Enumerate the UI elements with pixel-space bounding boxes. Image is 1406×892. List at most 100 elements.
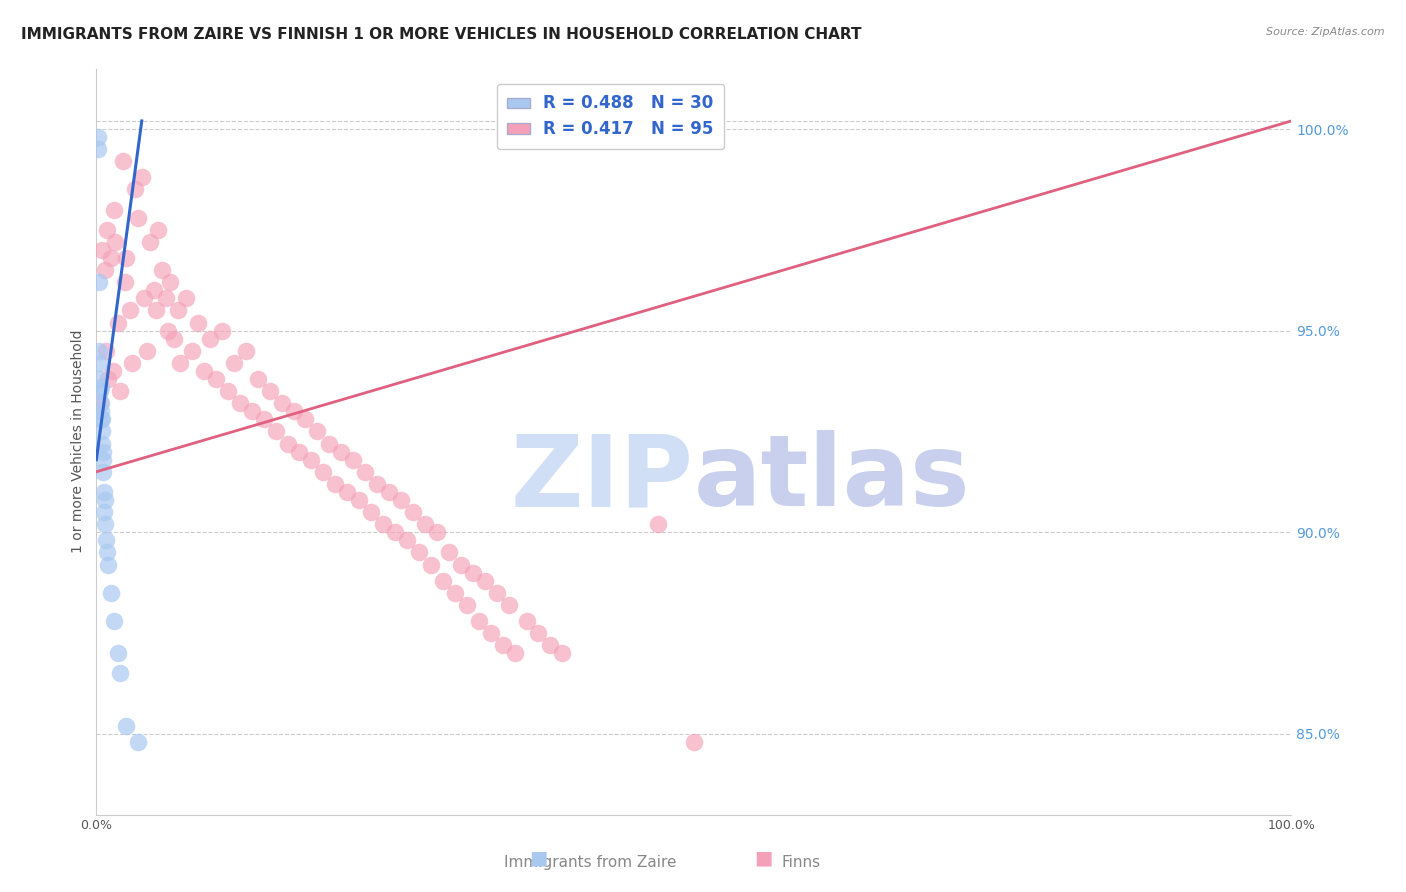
Point bbox=[551, 646, 574, 660]
Point bbox=[174, 292, 197, 306]
Point bbox=[115, 251, 138, 265]
Point bbox=[389, 493, 412, 508]
Point bbox=[89, 343, 111, 358]
Text: IMMIGRANTS FROM ZAIRE VS FINNISH 1 OR MORE VEHICLES IN HOUSEHOLD CORRELATION CHA: IMMIGRANTS FROM ZAIRE VS FINNISH 1 OR MO… bbox=[21, 27, 862, 42]
Point bbox=[150, 263, 173, 277]
Point bbox=[94, 517, 117, 532]
Point bbox=[360, 505, 382, 519]
Point bbox=[474, 574, 496, 588]
Point bbox=[96, 545, 118, 559]
Point bbox=[294, 412, 316, 426]
Point bbox=[93, 263, 115, 277]
Point bbox=[240, 404, 263, 418]
Point bbox=[336, 484, 359, 499]
Point bbox=[166, 303, 188, 318]
Point bbox=[277, 436, 299, 450]
Point bbox=[127, 211, 149, 225]
Point bbox=[110, 666, 132, 681]
Point bbox=[259, 384, 281, 398]
Text: atlas: atlas bbox=[693, 430, 970, 527]
Y-axis label: 1 or more Vehicles in Household: 1 or more Vehicles in Household bbox=[72, 330, 86, 553]
Point bbox=[396, 533, 419, 548]
Point bbox=[538, 638, 561, 652]
Point bbox=[426, 525, 449, 540]
Point bbox=[264, 425, 287, 439]
Point bbox=[312, 465, 335, 479]
Point bbox=[93, 505, 115, 519]
Point bbox=[91, 243, 114, 257]
Point bbox=[498, 598, 520, 612]
Point bbox=[283, 404, 305, 418]
Point bbox=[127, 735, 149, 749]
Point bbox=[461, 566, 484, 580]
Point bbox=[118, 303, 141, 318]
Point bbox=[373, 517, 395, 532]
Point bbox=[157, 324, 180, 338]
Text: ZIP: ZIP bbox=[510, 430, 693, 527]
Point bbox=[94, 343, 117, 358]
Point bbox=[101, 364, 124, 378]
Text: Immigrants from Zaire: Immigrants from Zaire bbox=[505, 855, 676, 870]
Point bbox=[437, 545, 460, 559]
Point bbox=[211, 324, 233, 338]
Point bbox=[198, 332, 221, 346]
Point bbox=[479, 626, 502, 640]
Point bbox=[139, 235, 162, 249]
Point bbox=[229, 396, 252, 410]
Legend: R = 0.488   N = 30, R = 0.417   N = 95: R = 0.488 N = 30, R = 0.417 N = 95 bbox=[496, 84, 724, 149]
Point bbox=[90, 412, 112, 426]
Point bbox=[115, 719, 138, 733]
Point bbox=[342, 452, 364, 467]
Point bbox=[163, 332, 186, 346]
Point bbox=[121, 356, 143, 370]
Point bbox=[349, 493, 371, 508]
Point bbox=[647, 517, 669, 532]
Point bbox=[100, 251, 122, 265]
Point bbox=[135, 343, 157, 358]
Point bbox=[89, 356, 111, 370]
Point bbox=[100, 586, 122, 600]
Point bbox=[235, 343, 257, 358]
Point bbox=[90, 396, 112, 410]
Point bbox=[384, 525, 406, 540]
Point bbox=[93, 493, 115, 508]
Text: ■: ■ bbox=[754, 848, 773, 867]
Point bbox=[89, 384, 111, 398]
Point bbox=[354, 465, 377, 479]
Point bbox=[402, 505, 425, 519]
Point bbox=[148, 223, 170, 237]
Point bbox=[503, 646, 526, 660]
Point bbox=[134, 292, 156, 306]
Point bbox=[155, 292, 177, 306]
Point bbox=[91, 412, 114, 426]
Point bbox=[110, 384, 132, 398]
Point bbox=[222, 356, 245, 370]
Text: ■: ■ bbox=[529, 848, 548, 867]
Point bbox=[87, 275, 110, 289]
Point bbox=[432, 574, 454, 588]
Point bbox=[124, 182, 146, 196]
Text: Source: ZipAtlas.com: Source: ZipAtlas.com bbox=[1267, 27, 1385, 37]
Point bbox=[91, 465, 114, 479]
Point bbox=[444, 586, 467, 600]
Point bbox=[96, 223, 118, 237]
Point bbox=[93, 484, 115, 499]
Point bbox=[492, 638, 515, 652]
Point bbox=[408, 545, 430, 559]
Point bbox=[325, 476, 347, 491]
Point bbox=[253, 412, 276, 426]
Text: Finns: Finns bbox=[782, 855, 821, 870]
Point bbox=[107, 316, 129, 330]
Point bbox=[270, 396, 292, 410]
Point bbox=[330, 444, 353, 458]
Point bbox=[318, 436, 340, 450]
Point bbox=[104, 235, 127, 249]
Point bbox=[97, 558, 120, 572]
Point bbox=[87, 142, 110, 156]
Point bbox=[90, 404, 112, 418]
Point bbox=[87, 372, 110, 386]
Point bbox=[145, 303, 167, 318]
Point bbox=[91, 444, 114, 458]
Point bbox=[169, 356, 191, 370]
Point bbox=[89, 396, 111, 410]
